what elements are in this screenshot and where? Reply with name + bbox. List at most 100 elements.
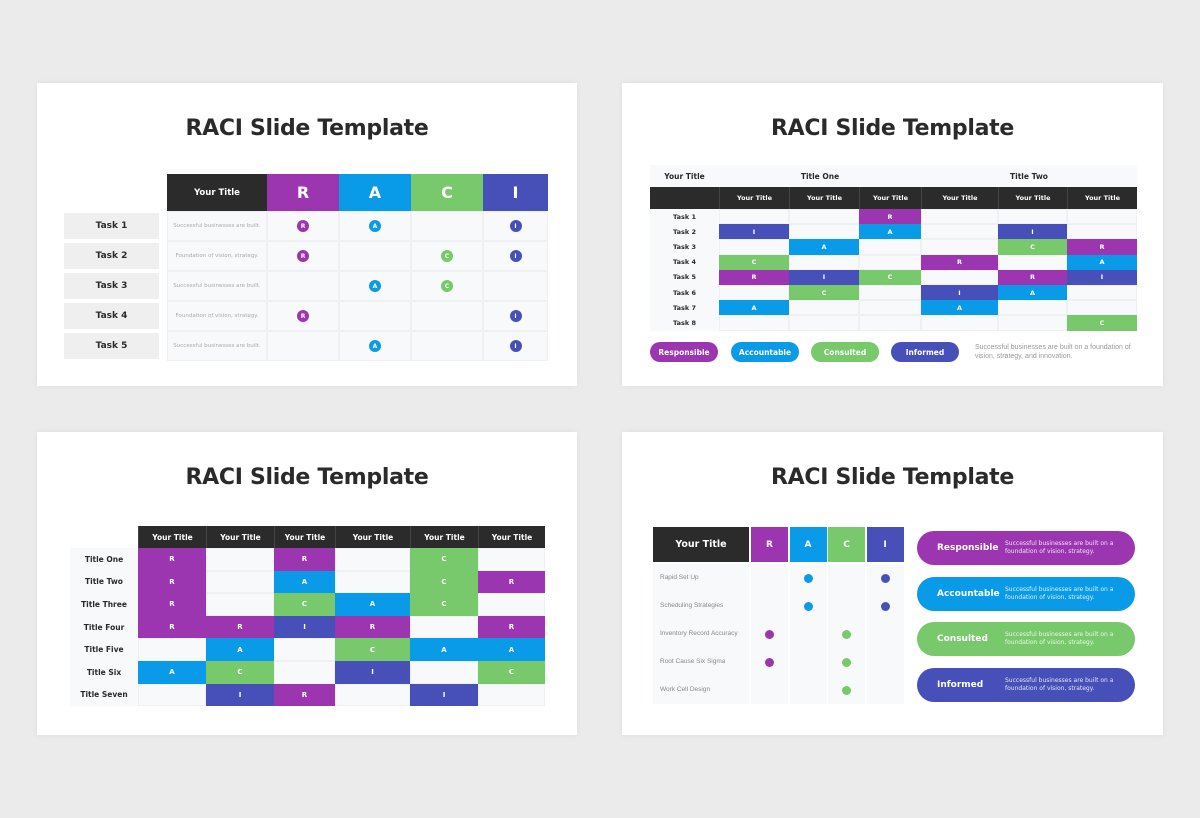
raci-cell — [789, 648, 827, 676]
raci-cell: R — [921, 254, 998, 270]
raci-cell — [206, 570, 274, 594]
raci-cell — [206, 593, 274, 616]
slide-title: RACI Slide Template — [770, 116, 1014, 141]
slide-2[interactable]: RACI Slide Template Your Title Title One T… — [622, 83, 1163, 386]
raci-cell — [719, 285, 789, 301]
raci-cell: A — [789, 239, 859, 255]
raci-cell: C — [719, 254, 789, 270]
raci-cell — [998, 254, 1067, 270]
task-label: Task 4 — [64, 303, 159, 329]
task-label: Task 2 — [650, 224, 719, 240]
legend-label: Responsible — [937, 543, 999, 553]
task-label: Task 3 — [650, 239, 719, 255]
raci-cell: R — [138, 548, 206, 571]
raci-cell: C — [411, 241, 483, 271]
raci-cell — [921, 224, 998, 240]
raci-cell: I — [789, 269, 859, 285]
header-title: Your Title — [167, 174, 267, 211]
raci-badge-R: R — [297, 310, 309, 322]
header-I: I — [866, 527, 904, 562]
raci-cell — [789, 254, 859, 270]
raci-cell: I — [483, 211, 548, 241]
raci-cell — [921, 209, 998, 225]
column-header: Your Title — [138, 526, 206, 548]
raci-cell: C — [859, 269, 921, 285]
row-label: Title Four — [70, 615, 138, 639]
raci-cell: C — [335, 638, 410, 661]
raci-cell: A — [719, 300, 789, 316]
row-label: Inventory Record Accuracy — [653, 620, 749, 648]
raci-badge-I: I — [509, 340, 522, 352]
row-label: Title One — [70, 548, 138, 571]
raci-cell: C — [410, 570, 478, 594]
raci-cell — [789, 315, 859, 331]
legend-consulted: Consulted — [811, 342, 879, 362]
raci-cell: A — [138, 661, 206, 684]
raci-cell — [411, 301, 483, 331]
legend-description: Successful businesses are built on a fou… — [1005, 631, 1114, 646]
column-header: Your Title — [859, 187, 921, 209]
raci-cell — [411, 331, 483, 361]
raci-cell — [410, 661, 478, 684]
raci-cell — [751, 564, 788, 592]
raci-cell — [267, 271, 339, 301]
raci-cell: A — [859, 224, 921, 240]
raci-cell — [789, 224, 859, 240]
raci-cell — [751, 648, 788, 676]
raci-cell: C — [1067, 315, 1137, 331]
raci-cell — [335, 548, 410, 571]
raci-cell: R — [267, 211, 339, 241]
raci-cell — [859, 254, 921, 270]
raci-cell — [859, 315, 921, 331]
raci-cell: I — [274, 615, 335, 639]
raci-cell: C — [206, 661, 274, 684]
raci-cell: C — [411, 271, 483, 301]
raci-cell — [138, 638, 206, 661]
raci-cell: I — [335, 661, 410, 684]
header-I: I — [483, 174, 548, 211]
raci-cell: A — [339, 331, 411, 361]
slide-4[interactable]: RACI Slide Template Your Title R A C I Rapid … — [622, 432, 1163, 735]
raci-cell — [410, 615, 478, 639]
header-C: C — [828, 527, 865, 562]
header-C: C — [411, 174, 483, 211]
raci-badge-A: A — [369, 280, 381, 292]
raci-cell — [789, 592, 827, 620]
raci-cell: R — [859, 209, 921, 225]
raci-cell — [921, 315, 998, 331]
task-label: Task 1 — [64, 213, 159, 239]
raci-cell — [751, 592, 788, 620]
slide-3[interactable]: RACI Slide Template Your Title Your Title… — [37, 432, 577, 735]
raci-cell: R — [267, 301, 339, 331]
task-description: Successful businesses are built. — [167, 331, 267, 361]
raci-cell: R — [138, 615, 206, 639]
raci-cell — [789, 676, 827, 704]
raci-cell: C — [478, 661, 545, 684]
column-header: Your Title — [335, 526, 410, 548]
column-header: Your Title — [998, 187, 1067, 209]
raci-cell — [859, 300, 921, 316]
slide-title: RACI Slide Template — [770, 465, 1014, 490]
raci-cell: R — [267, 241, 339, 271]
slide-1[interactable]: RACI Slide Template Your Title R A C I Task 1… — [37, 83, 577, 386]
row-label: Title Three — [70, 593, 138, 616]
raci-cell — [998, 300, 1067, 316]
raci-cell: A — [998, 285, 1067, 301]
row-label: Title Five — [70, 638, 138, 661]
raci-cell — [859, 285, 921, 301]
raci-cell: I — [1067, 269, 1137, 285]
raci-cell — [789, 300, 859, 316]
raci-cell: A — [410, 638, 478, 661]
raci-cell: R — [138, 593, 206, 616]
raci-cell: I — [719, 224, 789, 240]
raci-cell — [335, 570, 410, 594]
raci-cell: R — [274, 683, 335, 707]
row-label: Title Seven — [70, 683, 138, 707]
raci-dot-A — [803, 601, 813, 611]
raci-cell: A — [206, 638, 274, 661]
raci-badge-I: I — [509, 250, 522, 262]
column-header: Your Title — [789, 187, 859, 209]
raci-cell: R — [998, 269, 1067, 285]
raci-cell — [719, 239, 789, 255]
raci-cell — [719, 209, 789, 225]
